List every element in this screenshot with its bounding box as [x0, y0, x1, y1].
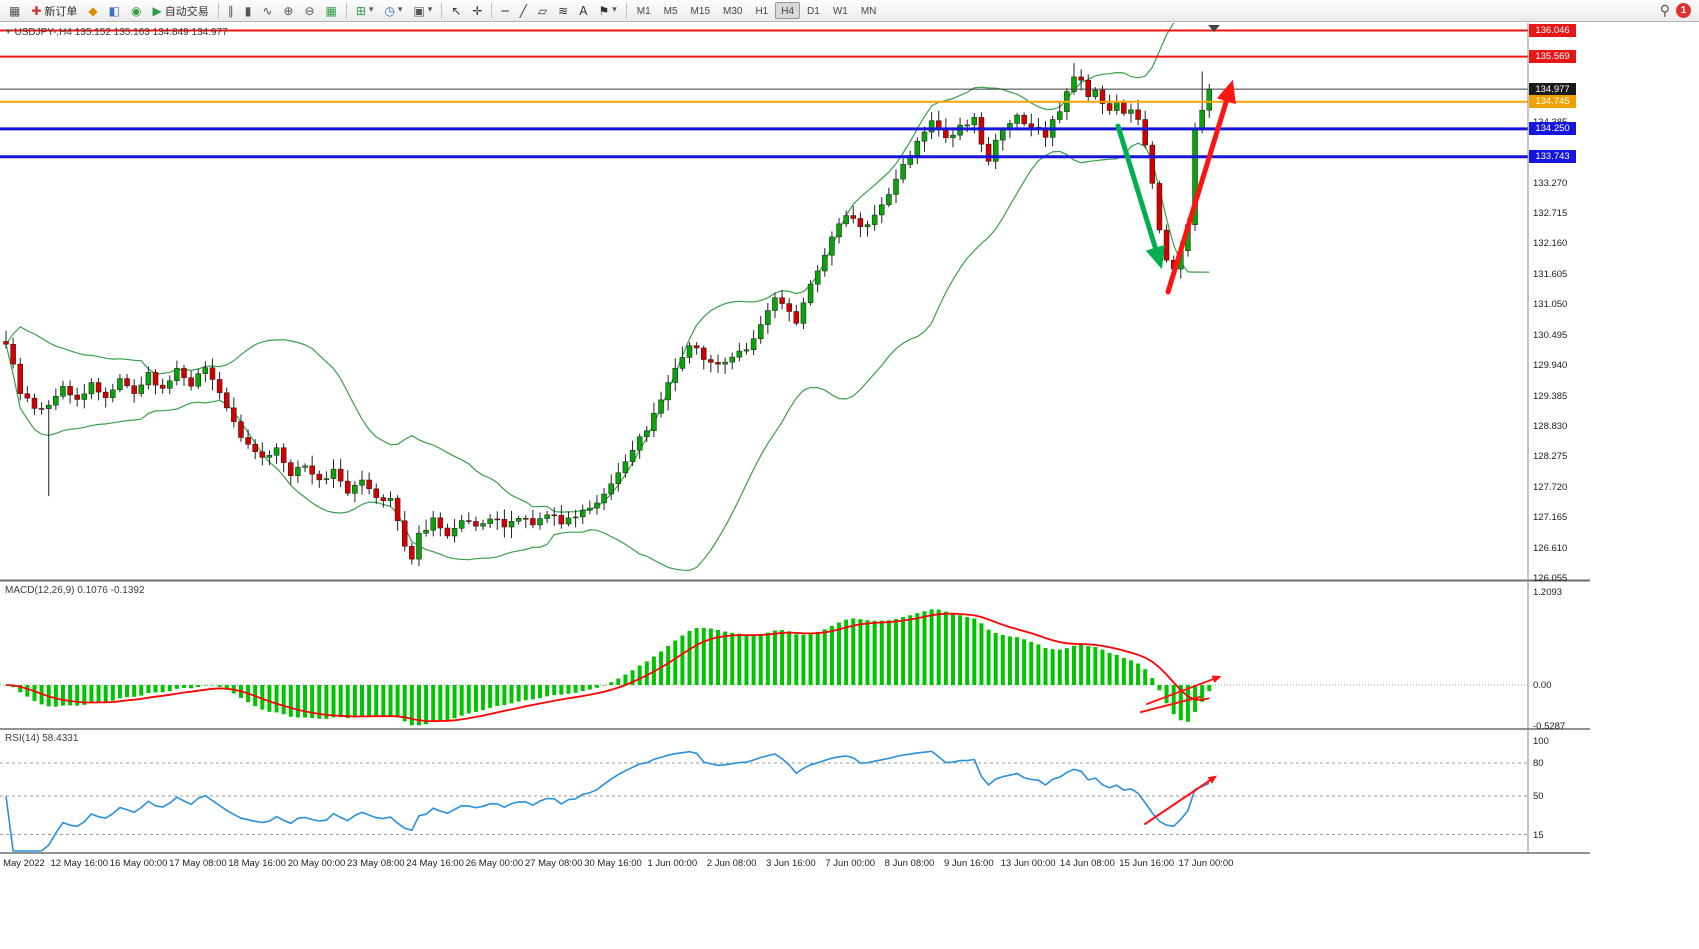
- periods-button[interactable]: ◷ ▾: [379, 1, 407, 20]
- crosshair-button[interactable]: ✛: [467, 1, 487, 20]
- new-order-label: 新订单: [44, 5, 78, 18]
- toolbar: ▦ ✚ 新订单 ◆ ◧ ◉ ▶ 自动交易 ∥ ▮ ∿ ⊕ ⊖ ▦ ⊞ ▾ ◷ ▾ ▣ ▾ …: [0, 0, 1699, 22]
- chart-ohlc-text: USDJPY-,H4 135.152 135.163 134.849 134.9…: [14, 27, 228, 38]
- toolbar-separator: [217, 3, 219, 18]
- timeframe-m5[interactable]: M5: [663, 6, 678, 17]
- timeframe-mn[interactable]: MN: [860, 6, 877, 17]
- timeframe-h1[interactable]: H1: [755, 6, 769, 17]
- toolbar-separator: [441, 3, 443, 18]
- quotes-icon: ◆: [88, 3, 98, 18]
- toolbar-separator: [345, 3, 347, 18]
- timeframe-m30[interactable]: M30: [723, 6, 743, 17]
- rsi-header: RSI(14) 58.4331: [5, 733, 79, 744]
- tile-windows-button[interactable]: ▦: [321, 1, 342, 20]
- text-tool-button[interactable]: A: [574, 1, 592, 20]
- chart-window-button[interactable]: ▦: [4, 1, 25, 20]
- cursor-icon: ↖: [451, 3, 462, 18]
- chart-window-icon: ▦: [9, 3, 21, 18]
- notification-badge[interactable]: 1: [1676, 3, 1691, 18]
- dropdown-caret-icon: ▾: [427, 5, 433, 15]
- indicators-button[interactable]: ⊞ ▾: [351, 1, 379, 20]
- indicators-icon: ⊞: [355, 3, 366, 18]
- channel-button[interactable]: ▱: [533, 1, 552, 20]
- line-chart-button[interactable]: ∿: [257, 1, 277, 20]
- crosshair-icon: ✛: [472, 3, 483, 18]
- templates-icon: ▣: [413, 3, 425, 18]
- quotes-button[interactable]: ◆: [83, 1, 102, 20]
- community-button[interactable]: ◉: [126, 1, 146, 20]
- timeframe-m15[interactable]: M15: [690, 6, 710, 17]
- search-icon[interactable]: ⚲: [1659, 2, 1670, 19]
- channel-icon: ▱: [537, 3, 548, 18]
- candle-chart-icon: ▮: [244, 3, 252, 18]
- cursor-button[interactable]: ↖: [446, 1, 466, 20]
- horizontal-line-button[interactable]: ─: [496, 1, 513, 20]
- horizontal-line-icon: ─: [501, 3, 509, 18]
- zoom-in-button[interactable]: ⊕: [278, 1, 298, 20]
- dropdown-caret-icon: ▾: [368, 5, 374, 15]
- new-order-icon: ✚: [31, 3, 42, 18]
- timeframe-h4[interactable]: H4: [775, 2, 801, 19]
- timeframe-w1[interactable]: W1: [832, 6, 848, 17]
- macd-header: MACD(12,26,9) 0.1076 -0.1392: [5, 585, 145, 596]
- zoom-out-button[interactable]: ⊖: [299, 1, 319, 20]
- zoom-in-icon: ⊕: [283, 3, 294, 18]
- tile-windows-icon: ▦: [325, 3, 337, 18]
- candle-chart-button[interactable]: ▮: [240, 1, 257, 20]
- trendline-button[interactable]: ╱: [515, 1, 532, 20]
- zoom-out-icon: ⊖: [304, 3, 315, 18]
- trendline-icon: ╱: [519, 3, 527, 18]
- chart-context-icon: ▾: [6, 27, 11, 37]
- autotrade-play-icon: ▶: [152, 3, 162, 18]
- new-order-button[interactable]: ✚ 新订单: [26, 1, 82, 20]
- toolbar-separator: [491, 3, 493, 18]
- arrows-tool-button[interactable]: ⚑ ▾: [593, 1, 621, 20]
- chart-surface[interactable]: [0, 22, 1699, 949]
- toolbar-separator: [625, 3, 627, 18]
- line-chart-icon: ∿: [262, 3, 273, 18]
- data-window-button[interactable]: ◧: [104, 1, 125, 20]
- text-tool-icon: A: [579, 3, 588, 18]
- arrows-tool-icon: ⚑: [598, 3, 610, 18]
- autotrade-button[interactable]: ▶ 自动交易: [147, 1, 213, 20]
- data-window-icon: ◧: [108, 3, 120, 18]
- timeframe-d1[interactable]: D1: [807, 6, 820, 17]
- dropdown-caret-icon: ▾: [397, 5, 403, 15]
- bar-chart-button[interactable]: ∥: [223, 1, 239, 20]
- chart-ohlc-header: ▾ USDJPY-,H4 135.152 135.163 134.849 134…: [6, 27, 228, 38]
- templates-button[interactable]: ▣ ▾: [408, 1, 437, 20]
- dropdown-caret-icon: ▾: [612, 5, 617, 15]
- bar-chart-icon: ∥: [227, 3, 234, 18]
- autotrade-label: 自动交易: [164, 5, 209, 18]
- periods-icon: ◷: [384, 3, 395, 18]
- fibonacci-button[interactable]: ≋: [553, 1, 573, 20]
- community-icon: ◉: [130, 3, 142, 18]
- fibonacci-icon: ≋: [558, 3, 569, 18]
- timeframe-m1[interactable]: M1: [636, 6, 651, 17]
